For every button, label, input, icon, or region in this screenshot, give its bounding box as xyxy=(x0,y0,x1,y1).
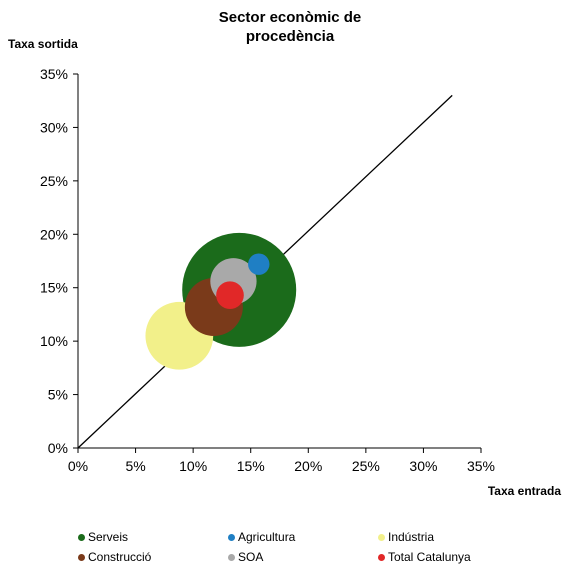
legend-label: Construcció xyxy=(88,550,152,564)
y-tick-label: 35% xyxy=(40,66,68,82)
chart-title: Sector econòmic de procedència xyxy=(218,9,362,45)
x-tick-label: 30% xyxy=(409,458,437,474)
x-tick-label: 20% xyxy=(294,458,322,474)
legend-item: SOA xyxy=(228,550,263,564)
legend-label: Total Catalunya xyxy=(388,550,471,564)
legend-label: Agricultura xyxy=(238,530,296,544)
y-tick-label: 25% xyxy=(40,173,68,189)
y-tick-label: 20% xyxy=(40,226,68,242)
y-tick-label: 30% xyxy=(40,119,68,135)
bubble-total-catalunya xyxy=(216,281,244,310)
legend-marker xyxy=(228,553,235,561)
x-tick-label: 25% xyxy=(352,458,380,474)
legend-item: Indústria xyxy=(378,530,434,544)
legend-item: Serveis xyxy=(78,530,128,544)
legend-label: Indústria xyxy=(388,530,435,544)
legend-label: Serveis xyxy=(88,530,129,544)
bubble-agricultura xyxy=(248,253,270,275)
x-axis-label: Taxa entrada xyxy=(487,484,561,498)
legend-marker xyxy=(378,553,385,561)
x-tick-label: 15% xyxy=(237,458,265,474)
legend-marker xyxy=(78,553,85,561)
x-tick-label: 35% xyxy=(467,458,495,474)
legend-marker xyxy=(228,533,235,541)
y-tick-label: 10% xyxy=(40,333,68,349)
legend-item: Construcció xyxy=(78,550,151,564)
legend-marker xyxy=(378,533,385,541)
y-axis-label: Taxa sortida xyxy=(8,37,78,51)
x-tick-label: 10% xyxy=(179,458,207,474)
legend-label: SOA xyxy=(238,550,264,564)
x-tick-label: 0% xyxy=(68,458,88,474)
y-tick-label: 15% xyxy=(40,280,68,296)
legend-item: Total Catalunya xyxy=(378,550,471,564)
x-tick-label: 5% xyxy=(125,458,145,474)
legend-marker xyxy=(78,533,85,541)
y-tick-label: 5% xyxy=(48,387,68,403)
legend-item: Agricultura xyxy=(228,530,295,544)
y-tick-label: 0% xyxy=(48,440,68,456)
